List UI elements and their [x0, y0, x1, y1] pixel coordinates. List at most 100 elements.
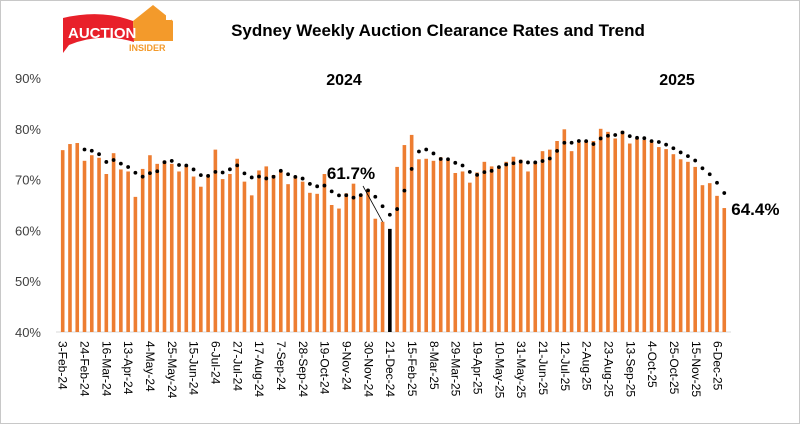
- trend-point: [249, 175, 254, 180]
- trend-point: [584, 139, 589, 144]
- trend-point: [198, 173, 203, 178]
- x-tick-label: 21-Jun-25: [536, 341, 550, 395]
- bar: [482, 161, 487, 332]
- bar: [555, 140, 559, 332]
- trend-point: [489, 168, 494, 173]
- trend-point: [89, 148, 94, 153]
- trend-point: [431, 151, 436, 156]
- bar: [89, 155, 94, 332]
- bar: [431, 160, 436, 332]
- trend-point: [635, 135, 639, 140]
- bar: [664, 149, 668, 332]
- annotation-leader-line: [362, 185, 383, 222]
- bar: [308, 192, 312, 332]
- x-tick-label: 16-Mar-24: [99, 341, 113, 397]
- trend-point: [620, 130, 625, 135]
- trend-point: [155, 169, 160, 174]
- trend-point: [162, 160, 167, 165]
- bar: [140, 168, 145, 332]
- trend-point: [126, 165, 131, 169]
- trend-point: [177, 163, 181, 167]
- logo-flag: [63, 14, 134, 53]
- trend-point: [438, 157, 443, 161]
- bar: [344, 193, 349, 332]
- trend-point: [111, 158, 116, 162]
- year-label-2025: 2025: [659, 72, 695, 89]
- trend-line: [82, 130, 727, 217]
- trend-point: [606, 133, 610, 138]
- trend-point: [97, 152, 101, 157]
- x-tick-label: 19-Apr-25: [471, 341, 485, 395]
- y-tick-label: 80%: [15, 122, 41, 137]
- trend-point: [576, 139, 581, 143]
- bar: [286, 184, 290, 332]
- trend-point: [257, 174, 261, 179]
- bar: [191, 176, 196, 332]
- bar: [119, 169, 123, 332]
- bar: [68, 144, 72, 332]
- x-tick-label: 23-Aug-25: [602, 341, 616, 397]
- bar: [591, 140, 596, 332]
- bar: [293, 177, 298, 332]
- trend-point: [642, 136, 647, 141]
- bar: [707, 183, 712, 332]
- x-tick-label: 10-May-25: [492, 341, 506, 399]
- trend-point: [722, 191, 727, 195]
- trend-point: [278, 168, 283, 173]
- trend-point: [518, 159, 523, 164]
- bar: [249, 195, 254, 332]
- trend-point: [322, 183, 327, 188]
- annotation-61-7: 61.7%: [327, 164, 375, 183]
- trend-point: [417, 149, 421, 154]
- bar: [373, 218, 378, 332]
- bar: [489, 166, 494, 332]
- x-tick-label: 7-Sep-24: [274, 341, 288, 391]
- trend-point: [213, 169, 218, 174]
- trend-point: [686, 154, 690, 159]
- trend-point: [482, 170, 487, 175]
- bar: [526, 171, 530, 332]
- trend-point: [598, 136, 603, 141]
- logo-house-icon: [133, 5, 173, 41]
- x-tick-label: 21-Dec-24: [383, 341, 397, 397]
- trend-point: [366, 188, 370, 193]
- y-tick-label: 70%: [15, 173, 41, 188]
- bar: [82, 160, 87, 332]
- bar: [562, 129, 567, 332]
- x-tick-label: 15-Feb-25: [405, 341, 419, 397]
- logo: AUCTION INSIDER: [63, 5, 173, 53]
- trend-point: [664, 142, 669, 147]
- trend-point: [562, 140, 567, 145]
- trend-point: [271, 174, 276, 179]
- trend-point: [140, 174, 145, 179]
- trend-point: [358, 193, 363, 197]
- bar: [511, 156, 516, 332]
- bar: [693, 166, 697, 332]
- bar: [671, 154, 676, 332]
- bar: [358, 194, 363, 332]
- trend-point: [700, 166, 705, 171]
- trend-point: [555, 148, 559, 153]
- bar: [409, 134, 414, 332]
- trend-point: [315, 184, 320, 189]
- trend-point: [228, 167, 232, 172]
- x-tick-label: 17-Aug-24: [252, 341, 266, 397]
- trend-point: [693, 158, 698, 163]
- bar: [228, 174, 232, 332]
- bar: [133, 196, 138, 332]
- trend-point: [402, 188, 407, 193]
- x-tick-label: 30-Nov-24: [361, 341, 375, 397]
- bar: [177, 171, 181, 332]
- bar: [540, 151, 545, 332]
- trend-point: [475, 173, 479, 177]
- bar: [722, 208, 727, 332]
- bar: [366, 189, 370, 332]
- bar: [678, 159, 683, 332]
- trend-point: [409, 167, 414, 171]
- bar: [300, 181, 305, 332]
- bar: [606, 131, 610, 332]
- bar: [271, 175, 276, 332]
- bar: [220, 179, 225, 332]
